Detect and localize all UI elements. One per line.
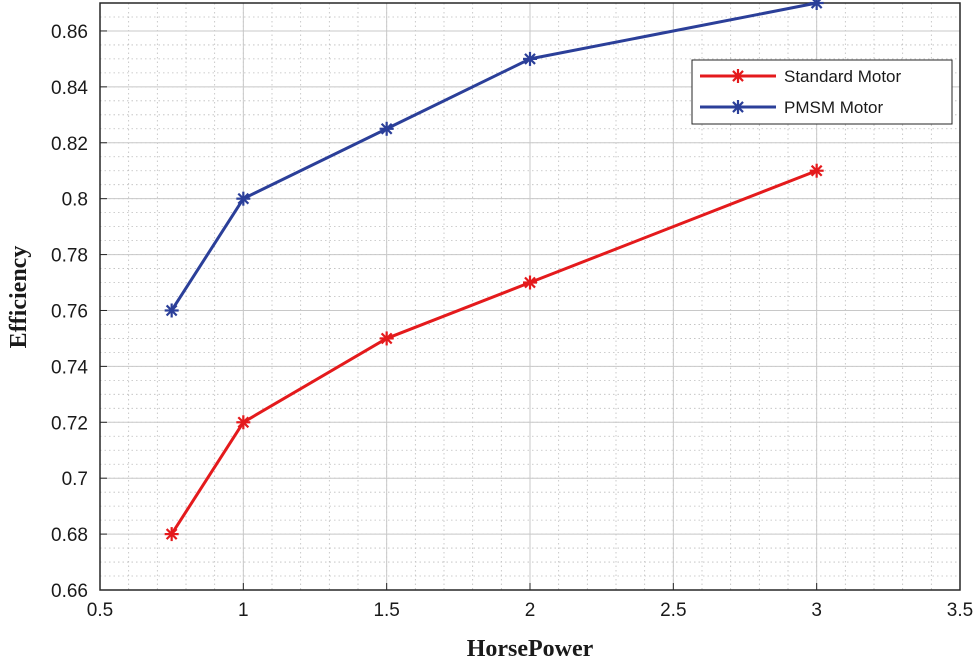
series-pmsm-motor	[164, 0, 824, 318]
data-point	[236, 415, 251, 430]
data-point	[523, 275, 537, 290]
data-point	[809, 0, 824, 10]
y-tick-label: 0.82	[51, 134, 88, 155]
series-line-standard-motor	[170, 169, 818, 535]
y-tick-label: 0.74	[51, 357, 88, 378]
x-tick-label: 1	[238, 600, 249, 621]
x-tick-label: 1.5	[373, 600, 399, 621]
data-point	[164, 303, 179, 318]
x-tick-label: 0.5	[87, 600, 113, 621]
x-tick-label: 3	[811, 600, 822, 621]
y-tick-label: 0.68	[51, 525, 88, 546]
legend-label: Standard Motor	[784, 67, 902, 86]
y-tick-label: 0.84	[51, 78, 88, 99]
series-standard-motor	[164, 163, 824, 542]
legend-marker	[731, 69, 745, 83]
y-axis-title: Efficiency	[6, 246, 32, 349]
legend: Standard Motor PMSM Motor	[691, 59, 953, 125]
y-axis-ticks: 0.66 0.68 0.7 0.72 0.74 0.76 0.78 0.8 0.82 0.84 0.…	[51, 22, 107, 602]
series-line-pmsm-motor	[170, 1, 817, 312]
y-tick-label: 0.8	[62, 190, 88, 211]
x-axis-ticks: 0.5 1 1.5 2 2.5 3 3.5	[87, 583, 973, 621]
series-layer	[164, 0, 824, 542]
legend-label: PMSM Motor	[784, 98, 884, 117]
legend-entry-pmsm-motor: PMSM Motor	[700, 98, 884, 117]
y-tick-label: 0.66	[51, 581, 88, 602]
y-tick-label: 0.7	[62, 469, 88, 490]
legend-box	[691, 59, 953, 125]
y-tick-label: 0.78	[51, 246, 88, 267]
x-tick-label: 2.5	[660, 600, 686, 621]
x-tick-label: 2	[525, 600, 536, 621]
data-point	[523, 51, 537, 66]
data-point	[809, 163, 824, 178]
legend-marker	[731, 100, 745, 114]
data-point	[379, 331, 394, 346]
y-tick-label: 0.86	[51, 22, 88, 43]
y-tick-label: 0.72	[51, 413, 88, 434]
data-point	[164, 527, 179, 542]
data-point	[236, 191, 251, 206]
legend-entry-standard-motor: Standard Motor	[700, 67, 902, 86]
y-tick-label: 0.76	[51, 301, 88, 322]
x-axis-title: HorsePower	[467, 636, 594, 662]
data-point	[379, 121, 394, 136]
x-tick-label: 3.5	[947, 600, 973, 621]
